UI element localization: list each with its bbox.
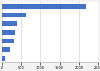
Bar	[2, 4, 86, 9]
Bar	[2, 30, 15, 35]
Bar	[2, 47, 10, 52]
Bar	[2, 21, 17, 26]
Bar	[2, 56, 5, 61]
Bar	[2, 13, 26, 17]
Bar	[2, 39, 14, 43]
